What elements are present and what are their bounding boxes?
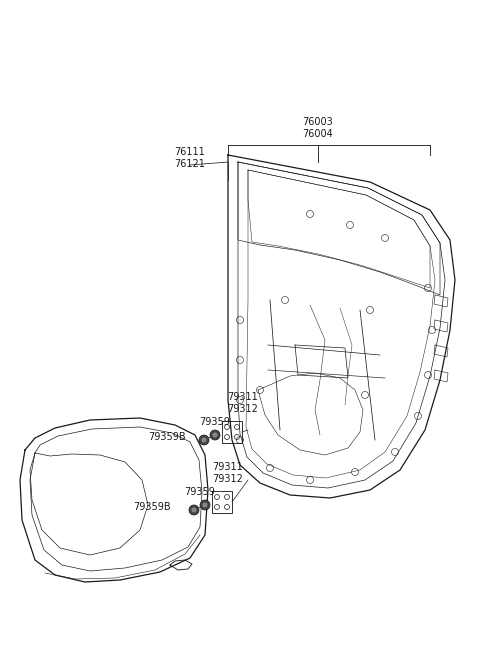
Circle shape: [192, 508, 196, 512]
Text: 79311
79312: 79311 79312: [213, 462, 243, 484]
Text: 79311
79312: 79311 79312: [228, 392, 258, 414]
Circle shape: [203, 502, 207, 508]
Text: 79359: 79359: [200, 417, 230, 427]
Circle shape: [189, 505, 199, 515]
Circle shape: [213, 432, 217, 438]
Text: 76003
76004: 76003 76004: [302, 117, 334, 139]
Circle shape: [210, 430, 220, 440]
Circle shape: [200, 500, 210, 510]
Text: 79359: 79359: [185, 487, 216, 497]
Text: 79359B: 79359B: [133, 502, 171, 512]
Text: 76111
76121: 76111 76121: [175, 147, 205, 169]
Text: 79359B: 79359B: [148, 432, 186, 442]
Circle shape: [199, 435, 209, 445]
Circle shape: [202, 438, 206, 443]
